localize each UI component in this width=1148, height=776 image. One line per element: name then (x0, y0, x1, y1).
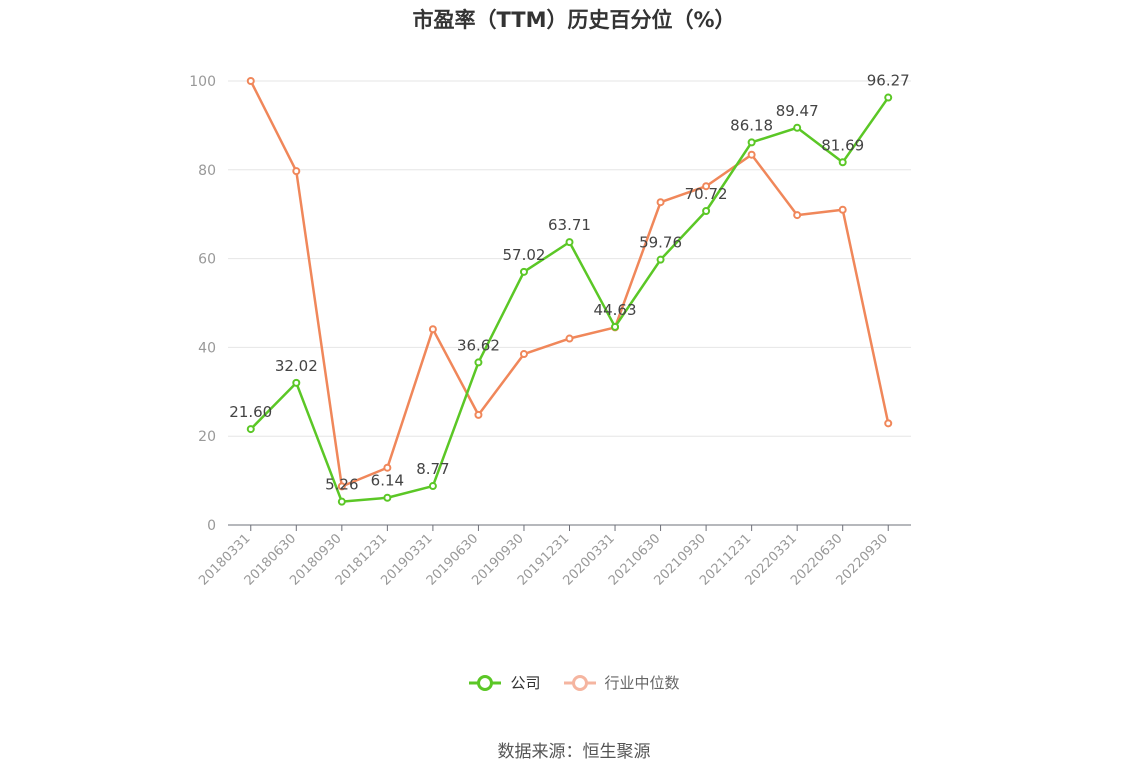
legend-marker-company (469, 674, 502, 691)
y-tick-label: 20 (198, 429, 216, 445)
data-point-company (428, 482, 437, 491)
legend-label-company: 公司 (510, 674, 541, 692)
legend: 公司 行业中位数 (0, 672, 1148, 693)
legend-item-industry-median[interactable]: 行业中位数 (563, 672, 680, 693)
x-axis-ticks: 2018033120180630201809302018123120190331… (196, 525, 891, 589)
data-label-company: 70.72 (685, 185, 728, 203)
data-label-company: 5.26 (325, 476, 358, 494)
data-label-company: 44.63 (594, 301, 637, 319)
data-point-industry-median (337, 482, 346, 491)
data-point-company (747, 138, 756, 147)
data-label-company: 8.77 (416, 460, 449, 478)
data-point-company (337, 497, 346, 506)
grid-lines (228, 80, 911, 437)
data-label-company: 57.02 (502, 246, 545, 264)
data-point-industry-median (565, 334, 574, 343)
data-point-industry-median (246, 77, 255, 85)
chart-title: 市盈率（TTM）历史百分位（%） (412, 8, 736, 32)
series-line-company (249, 96, 890, 503)
data-label-company: 21.60 (229, 403, 272, 421)
data-point-industry-median (793, 211, 802, 220)
data-label-company: 96.27 (867, 72, 910, 90)
data-label-company: 63.71 (548, 216, 591, 234)
series-line-industry-median (249, 80, 890, 488)
y-tick-label: 60 (198, 252, 216, 268)
data-point-company (565, 238, 574, 247)
data-point-industry-median (292, 167, 301, 176)
data-point-company (656, 255, 665, 264)
data-label-company: 81.69 (821, 136, 864, 154)
data-point-industry-median (702, 182, 711, 191)
y-axis-ticks: 0 20 40 60 80 100 (189, 74, 216, 534)
data-label-company: 36.62 (457, 336, 500, 354)
series-lines (246, 77, 893, 506)
legend-item-company[interactable]: 公司 (468, 672, 541, 693)
data-point-industry-median (838, 205, 847, 214)
data-point-industry-median (884, 419, 893, 428)
data-label-company: 59.76 (639, 234, 682, 252)
data-label-company: 89.47 (776, 102, 819, 120)
data-point-company (246, 425, 255, 434)
data-point-company (793, 123, 802, 132)
y-tick-label: 0 (207, 518, 216, 534)
data-point-company (474, 358, 483, 367)
legend-marker-industry-median (563, 674, 596, 691)
y-tick-label: 100 (189, 74, 216, 90)
data-label-company: 86.18 (730, 116, 773, 134)
data-point-company (884, 93, 893, 102)
data-point-industry-median (428, 325, 437, 334)
data-point-company (519, 267, 528, 276)
data-label-company: 6.14 (371, 472, 404, 490)
data-point-industry-median (474, 410, 483, 419)
data-point-company (611, 322, 620, 331)
legend-label-industry-median: 行业中位数 (604, 674, 680, 692)
data-point-industry-median (656, 198, 665, 207)
data-point-industry-median (519, 350, 528, 359)
data-point-company (702, 207, 711, 216)
y-tick-label: 40 (198, 340, 216, 356)
line-chart: 0 20 40 60 80 100 201803312018063020180930201… (189, 72, 911, 589)
data-point-company (292, 378, 301, 387)
data-point-company (838, 158, 847, 167)
data-point-company (383, 493, 392, 502)
data-source: 数据来源：恒生聚源 (497, 742, 651, 762)
data-point-industry-median (383, 463, 392, 472)
data-point-industry-median (747, 150, 756, 159)
y-tick-label: 80 (198, 163, 216, 179)
data-label-company: 32.02 (275, 357, 318, 375)
